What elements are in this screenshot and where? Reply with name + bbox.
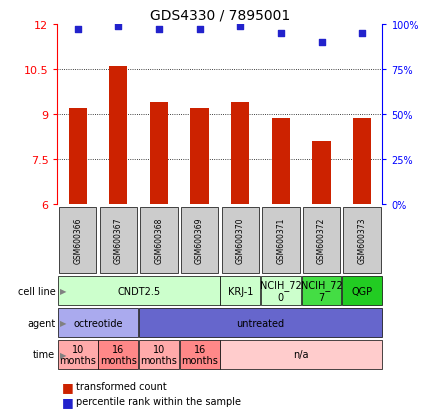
Text: ■: ■ [62,395,74,408]
Point [318,39,325,46]
Text: 10
months: 10 months [59,344,96,366]
FancyBboxPatch shape [181,207,218,273]
Bar [272,119,290,204]
Bar [231,102,249,204]
Text: transformed count: transformed count [76,381,167,391]
FancyBboxPatch shape [139,340,179,369]
Point [359,31,366,37]
Text: 10
months: 10 months [141,344,177,366]
FancyBboxPatch shape [303,207,340,273]
FancyBboxPatch shape [99,207,137,273]
FancyBboxPatch shape [343,207,381,273]
FancyBboxPatch shape [59,207,96,273]
FancyBboxPatch shape [140,207,178,273]
Text: GSM600372: GSM600372 [317,217,326,263]
Text: untreated: untreated [237,318,285,328]
Text: GSM600367: GSM600367 [114,217,123,263]
FancyBboxPatch shape [221,207,259,273]
Text: ▶: ▶ [60,350,66,359]
Point [278,31,284,37]
Text: cell line: cell line [17,286,55,296]
Bar [190,109,209,204]
Point [156,27,162,33]
FancyBboxPatch shape [220,277,260,305]
Bar [150,102,168,204]
Text: ▶: ▶ [60,287,66,295]
Point [115,23,122,30]
Text: n/a: n/a [294,349,309,360]
FancyBboxPatch shape [58,340,98,369]
FancyBboxPatch shape [302,277,341,305]
FancyBboxPatch shape [180,340,220,369]
FancyBboxPatch shape [58,277,220,305]
Text: 16
months: 16 months [100,344,137,366]
Text: percentile rank within the sample: percentile rank within the sample [76,396,241,406]
Text: 16
months: 16 months [181,344,218,366]
Text: KRJ-1: KRJ-1 [227,286,253,296]
Text: GSM600366: GSM600366 [73,217,82,263]
Text: GSM600369: GSM600369 [195,217,204,263]
Text: time: time [33,349,55,360]
FancyBboxPatch shape [58,309,138,337]
FancyBboxPatch shape [139,309,382,337]
Text: NCIH_72
7: NCIH_72 7 [300,280,343,302]
Text: agent: agent [27,318,55,328]
Text: octreotide: octreotide [73,318,123,328]
Text: GSM600371: GSM600371 [276,217,286,263]
Text: GSM600368: GSM600368 [154,217,164,263]
Bar [68,109,87,204]
Text: ▶: ▶ [60,318,66,327]
FancyBboxPatch shape [99,340,138,369]
Text: GSM600373: GSM600373 [358,217,367,263]
FancyBboxPatch shape [262,207,300,273]
Text: GSM600370: GSM600370 [236,217,245,263]
Point [196,27,203,33]
FancyBboxPatch shape [220,340,382,369]
Text: CNDT2.5: CNDT2.5 [117,286,160,296]
Bar [312,141,331,204]
Title: GDS4330 / 7895001: GDS4330 / 7895001 [150,8,290,22]
Point [237,23,244,30]
Point [74,27,81,33]
Bar [353,119,371,204]
Text: NCIH_72
0: NCIH_72 0 [260,280,302,302]
Bar [109,66,128,204]
Text: ■: ■ [62,380,74,393]
FancyBboxPatch shape [261,277,301,305]
FancyBboxPatch shape [342,277,382,305]
Text: QGP: QGP [351,286,373,296]
